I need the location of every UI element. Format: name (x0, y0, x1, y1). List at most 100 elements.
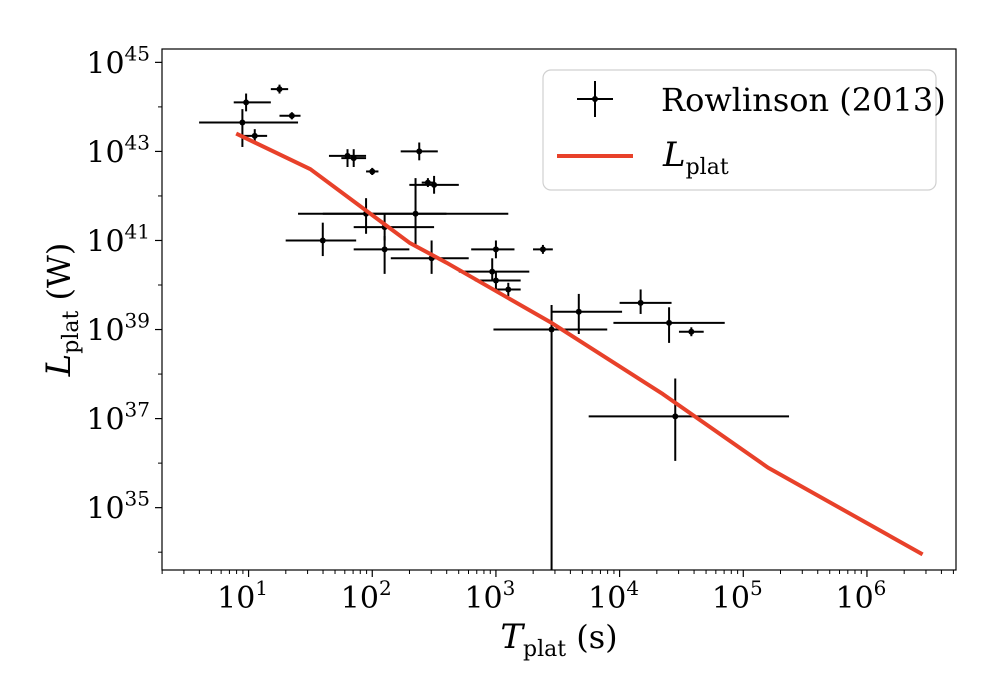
plot-frame (161, 48, 957, 571)
errorbar-point (474, 271, 521, 290)
legend: Rowlinson (2013) Lplat (542, 69, 946, 191)
data-point (416, 148, 423, 155)
x-axis-label: Tplat (s) (500, 617, 617, 662)
x-tick-base: 10 (588, 581, 626, 616)
y-tick-base: 10 (86, 492, 124, 527)
data-point (251, 132, 258, 139)
legend-lplat-subscript: plat (686, 155, 729, 180)
legend-label-rowlinson: Rowlinson (2013) (661, 81, 946, 119)
legend-lplat-symbol: L (662, 135, 686, 175)
errorbar-point (458, 258, 530, 281)
major-ticks (155, 61, 868, 577)
y-tick-exponent: 45 (125, 41, 150, 65)
errorbar-point (366, 167, 379, 176)
data-point (288, 112, 295, 119)
x-tick-label: 102 (341, 576, 392, 616)
errorbar-point (285, 222, 357, 257)
x-tick-exponent: 2 (379, 576, 392, 600)
errorbar-point (551, 293, 623, 334)
x-tick-exponent: 3 (503, 576, 516, 600)
data-point (350, 155, 357, 162)
y-tick-base: 10 (86, 46, 124, 81)
data-point (492, 246, 499, 253)
y-axis-symbol: L (39, 354, 79, 378)
y-tick-label: 1043 (86, 130, 150, 170)
x-axis-symbol: T (500, 617, 525, 657)
x-axis-subscript: plat (523, 637, 566, 662)
y-tick-base: 10 (86, 314, 124, 349)
lplat-line (235, 131, 924, 557)
y-tick-base: 10 (86, 135, 124, 170)
errorbar-series (199, 84, 790, 570)
errorbar-point (353, 213, 435, 241)
minor-ticks (158, 106, 954, 574)
errorbar-point (588, 378, 790, 461)
y-axis-unit: (W) (40, 243, 78, 311)
x-tick-base: 10 (341, 581, 379, 616)
x-tick-exponent: 1 (255, 576, 268, 600)
x-tick-base: 10 (835, 581, 873, 616)
data-point (243, 99, 250, 106)
errorbar-point (493, 305, 608, 570)
data-point (239, 119, 246, 126)
data-point (319, 237, 326, 244)
y-tick-base: 10 (86, 224, 124, 259)
y-tick-label: 1045 (86, 41, 150, 81)
legend-label-lplat: Lplat (662, 135, 729, 180)
errorbar-point (279, 112, 301, 120)
fit-line-series (235, 131, 924, 557)
tick-labels: 101 102 103 104 105 1061035103710391041104310… (86, 41, 886, 616)
errorbar-point (298, 178, 509, 248)
data-point (548, 326, 555, 333)
data-point (489, 268, 496, 275)
x-tick-base: 10 (464, 581, 502, 616)
errorbar-point (353, 236, 410, 274)
data-point (575, 308, 582, 315)
y-tick-base: 10 (86, 403, 124, 438)
data-point (688, 328, 695, 335)
y-tick-label: 1037 (86, 398, 150, 438)
errorbar-point (199, 109, 299, 147)
y-tick-exponent: 35 (125, 487, 150, 511)
legend-errorbar-marker (592, 96, 598, 102)
errorbar-point (409, 175, 459, 194)
y-axis-label: Lplat (W) (39, 243, 84, 378)
data-point (381, 246, 388, 253)
data-point (666, 319, 673, 326)
x-tick-label: 103 (464, 576, 515, 616)
errorbar-point (400, 142, 438, 161)
x-tick-label: 105 (712, 576, 763, 616)
y-tick-exponent: 39 (125, 309, 150, 333)
errorbar-point (678, 327, 704, 337)
errorbar-point (270, 84, 289, 94)
data-point (672, 413, 679, 420)
errorbar-point (619, 289, 672, 314)
legend-box (542, 69, 937, 191)
x-tick-base: 10 (712, 581, 750, 616)
y-axis-subscript: plat (59, 311, 84, 354)
y-tick-label: 1041 (86, 219, 150, 259)
y-tick-exponent: 37 (125, 398, 150, 422)
errorbar-point (613, 307, 725, 343)
x-tick-label: 106 (835, 576, 886, 616)
x-tick-label: 101 (217, 576, 268, 616)
x-tick-label: 104 (588, 576, 639, 616)
y-tick-label: 1039 (86, 309, 150, 349)
errorbar-point (233, 93, 271, 112)
x-axis-unit: (s) (566, 618, 618, 656)
data-point (492, 277, 499, 284)
x-tick-exponent: 4 (626, 576, 639, 600)
x-tick-base: 10 (217, 581, 255, 616)
x-tick-exponent: 5 (750, 576, 763, 600)
data-point (505, 286, 512, 293)
data-point (637, 299, 644, 306)
data-point (276, 86, 283, 93)
y-tick-exponent: 43 (125, 130, 150, 154)
errorbar-point (533, 244, 553, 254)
data-point (369, 168, 376, 175)
errorbar-point (341, 149, 367, 168)
y-tick-label: 1035 (86, 487, 150, 527)
x-tick-exponent: 6 (874, 576, 887, 600)
y-tick-exponent: 41 (125, 219, 150, 243)
